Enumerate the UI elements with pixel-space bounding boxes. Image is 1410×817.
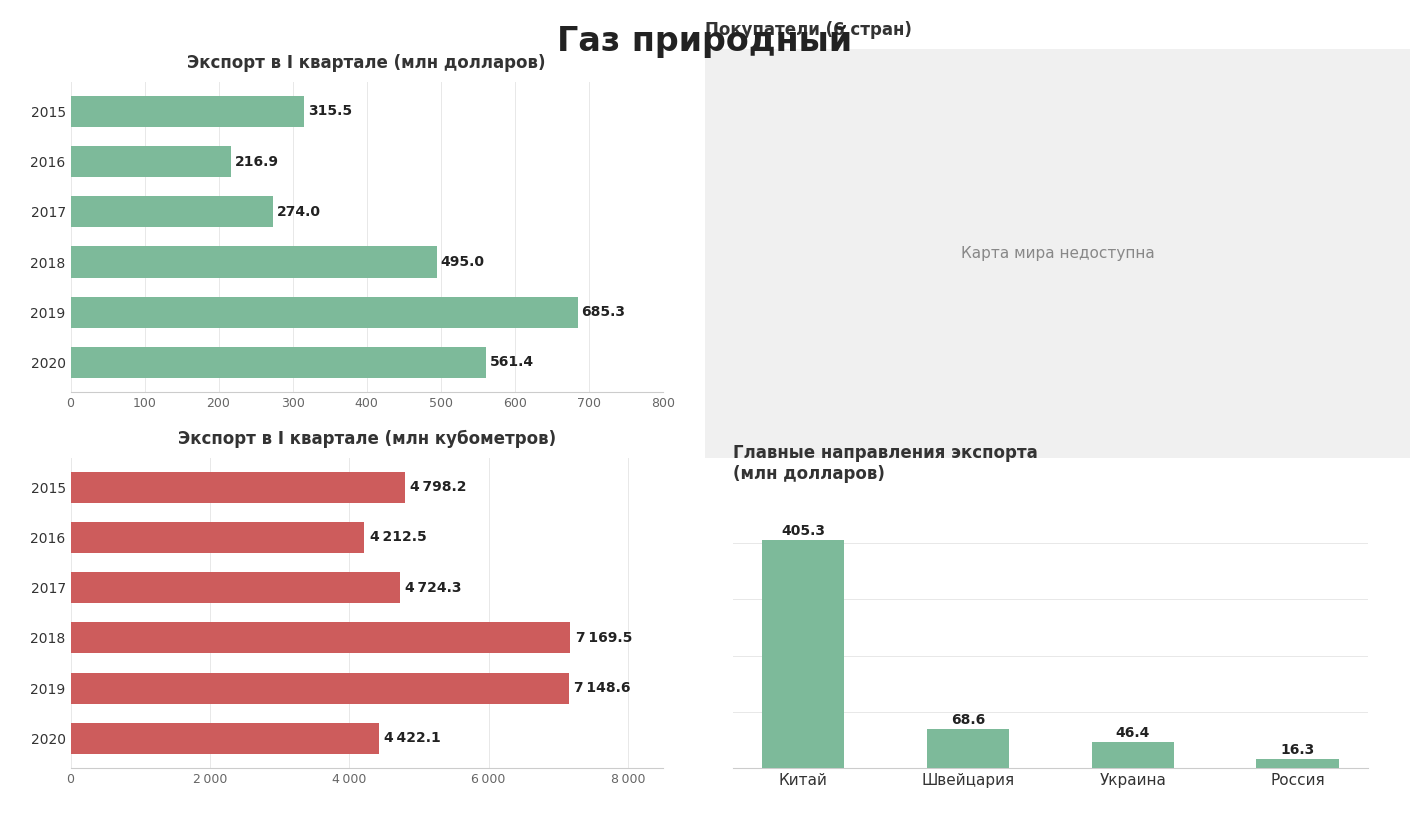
Text: 7 148.6: 7 148.6 xyxy=(574,681,630,695)
Bar xyxy=(70,672,568,703)
Bar xyxy=(70,471,405,502)
Bar xyxy=(70,196,274,227)
Text: 4 798.2: 4 798.2 xyxy=(410,480,467,494)
Title: Экспорт в I квартале (млн долларов): Экспорт в I квартале (млн долларов) xyxy=(188,54,546,72)
Text: 274.0: 274.0 xyxy=(276,205,321,219)
Bar xyxy=(70,146,231,177)
Bar xyxy=(70,96,305,127)
Bar xyxy=(926,730,1010,768)
Title: Экспорт в I квартале (млн кубометров): Экспорт в I квартале (млн кубометров) xyxy=(178,430,556,448)
Text: 315.5: 315.5 xyxy=(307,105,352,118)
Text: 4 422.1: 4 422.1 xyxy=(384,731,441,745)
Text: 561.4: 561.4 xyxy=(489,355,534,369)
Bar xyxy=(1256,759,1339,768)
Text: 685.3: 685.3 xyxy=(581,306,626,319)
Text: 495.0: 495.0 xyxy=(440,255,485,269)
Text: 216.9: 216.9 xyxy=(234,154,279,168)
Text: Главные направления экспорта
(млн долларов): Главные направления экспорта (млн доллар… xyxy=(733,444,1038,483)
Bar xyxy=(70,522,364,553)
Text: 4 724.3: 4 724.3 xyxy=(405,581,461,595)
Text: Газ природный: Газ природный xyxy=(557,25,853,57)
Bar xyxy=(70,297,578,328)
Text: 4 212.5: 4 212.5 xyxy=(369,530,426,544)
Text: 7 169.5: 7 169.5 xyxy=(575,631,632,645)
Text: 68.6: 68.6 xyxy=(950,713,986,727)
Text: 405.3: 405.3 xyxy=(781,524,825,538)
Bar xyxy=(1091,742,1175,768)
Bar xyxy=(70,623,570,654)
Text: Карта мира недоступна: Карта мира недоступна xyxy=(960,246,1155,261)
Bar xyxy=(70,572,399,603)
Bar xyxy=(70,347,486,378)
Bar xyxy=(70,247,437,278)
Text: 46.4: 46.4 xyxy=(1115,725,1151,739)
Bar xyxy=(761,540,845,768)
Bar xyxy=(70,723,379,754)
Text: 16.3: 16.3 xyxy=(1280,743,1314,757)
Text: Покупатели (6 стран): Покупатели (6 стран) xyxy=(705,21,912,39)
